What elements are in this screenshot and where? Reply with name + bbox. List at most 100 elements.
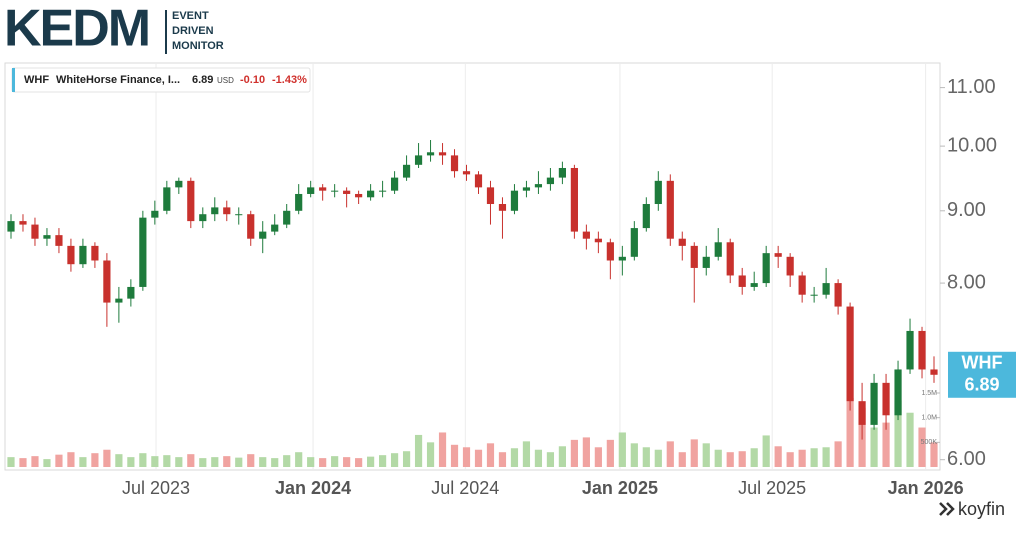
candle-body — [726, 242, 734, 276]
volume-bar — [187, 454, 195, 467]
candle-body — [331, 190, 339, 192]
y-tick-label: 8.00 — [947, 271, 986, 293]
volume-bar — [774, 446, 782, 467]
candle-body — [343, 190, 351, 194]
volume-bar — [762, 435, 770, 467]
volume-bar — [930, 442, 938, 467]
candle-body — [894, 369, 902, 416]
candle-body — [810, 294, 818, 296]
candle-body — [654, 180, 662, 205]
volume-bar — [546, 452, 555, 467]
candle-body — [618, 256, 626, 261]
ticker-price: 6.89 — [192, 74, 213, 86]
candle-body — [642, 204, 650, 229]
candle-body — [259, 231, 267, 239]
candle-body — [31, 224, 39, 239]
ticker-marker — [12, 68, 15, 92]
candle-body — [235, 214, 243, 216]
candle-body — [7, 221, 15, 232]
volume-bar — [846, 397, 854, 467]
volume-bar — [127, 457, 135, 467]
volume-tick-label: 500K — [921, 439, 938, 446]
candle-body — [498, 204, 507, 211]
volume-bar — [810, 448, 818, 467]
volume-bar — [606, 439, 614, 467]
volume-bar — [259, 457, 267, 467]
volume-bar — [750, 448, 758, 467]
volume-bar — [894, 400, 902, 467]
volume-bar — [247, 454, 255, 467]
volume-bar — [906, 412, 914, 467]
candle-body — [834, 283, 842, 307]
volume-bar — [474, 449, 483, 467]
last-price-symbol: WHF — [962, 353, 1003, 373]
volume-bar — [702, 443, 710, 467]
ticker-currency: USD — [217, 76, 234, 85]
x-tick-label: Jul 2024 — [431, 478, 499, 498]
ticker-change-pct: -1.43% — [272, 74, 307, 86]
volume-bar — [43, 459, 51, 467]
volume-bar — [307, 457, 315, 467]
volume-bar — [331, 456, 339, 467]
candle-body — [882, 382, 890, 416]
volume-bar — [486, 443, 495, 467]
candle-body — [594, 238, 602, 243]
volume-bar — [319, 458, 327, 467]
x-tick-label: Jul 2023 — [122, 478, 190, 498]
volume-bar — [786, 452, 794, 467]
candle-body — [115, 298, 123, 303]
candle-body — [630, 228, 638, 257]
candle-body — [522, 187, 531, 191]
candle-body — [846, 306, 854, 402]
volume-bar — [175, 457, 183, 467]
volume-bar — [223, 456, 231, 467]
volume-bar — [235, 457, 243, 467]
volume-bar — [714, 449, 722, 467]
logo: KEDM — [4, 0, 149, 58]
volume-bar — [31, 456, 39, 467]
candle-body — [175, 180, 183, 188]
volume-bar — [426, 442, 435, 467]
candle-body — [570, 167, 578, 232]
volume-bar — [678, 452, 686, 467]
candle-body — [930, 369, 938, 375]
volume-bar — [343, 457, 351, 467]
candle-body — [906, 330, 914, 370]
volume-bar — [67, 452, 75, 467]
volume-bar — [726, 452, 734, 467]
volume-bar — [630, 443, 638, 467]
volume-bar — [79, 457, 87, 467]
candle-body — [199, 214, 207, 222]
plot — [7, 63, 938, 470]
candle-body — [534, 184, 543, 188]
volume-bar — [870, 427, 878, 467]
volume-bar — [163, 455, 171, 467]
volume-bar — [139, 453, 147, 467]
candle-body — [510, 190, 519, 211]
volume-bar — [151, 456, 159, 467]
volume-bar — [103, 449, 111, 467]
volume-bar — [798, 449, 806, 467]
candle-body — [355, 193, 363, 198]
candle-body — [187, 180, 195, 222]
candle-body — [750, 283, 758, 287]
tagline: EVENT — [172, 10, 209, 22]
y-tick-label: 10.00 — [947, 134, 997, 156]
candle-body — [702, 256, 710, 268]
volume-bar — [618, 432, 626, 467]
candle-body — [283, 210, 291, 225]
candle-body — [67, 245, 75, 265]
candle-body — [379, 190, 387, 192]
volume-bar — [211, 457, 219, 467]
ticker-name: WhiteHorse Finance, I... — [56, 74, 180, 86]
candle-body — [295, 193, 303, 211]
volume-bar — [498, 452, 507, 467]
volume-bar — [558, 446, 566, 467]
candle-body — [43, 235, 51, 239]
y-tick-label: 9.00 — [947, 199, 986, 221]
volume-bar — [690, 439, 698, 467]
volume-bar — [115, 454, 123, 467]
candle-body — [163, 187, 171, 211]
candle-body — [798, 275, 806, 295]
